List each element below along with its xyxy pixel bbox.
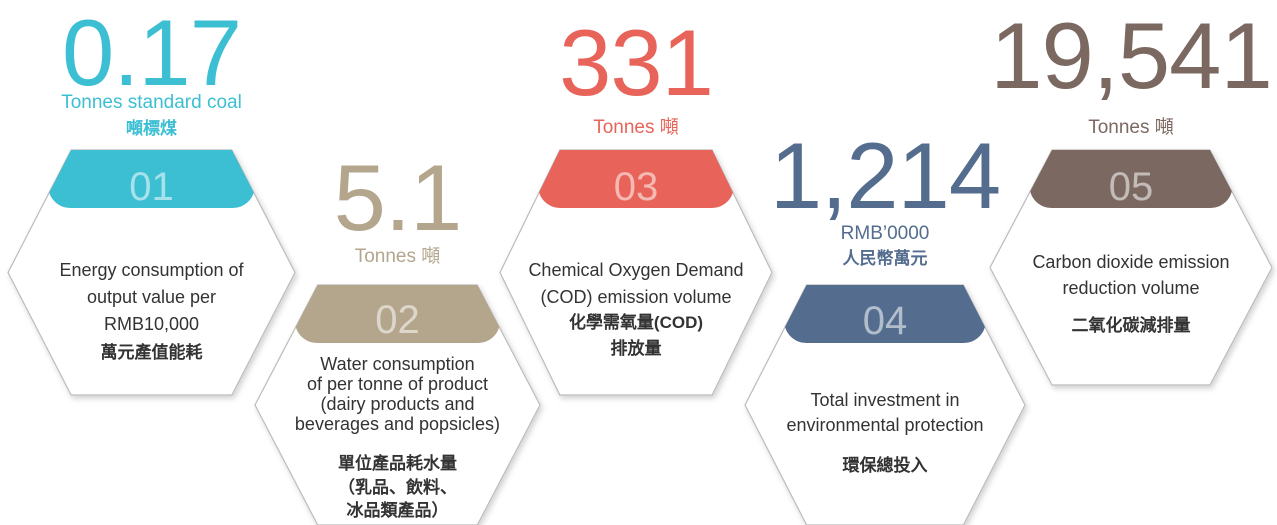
description: Total investment in: [810, 390, 959, 410]
value: 5.1: [334, 145, 462, 250]
index: 04: [863, 299, 908, 343]
description-zh: 環保總投入: [843, 455, 928, 475]
index: 02: [375, 298, 420, 342]
value: 0.17: [62, 0, 241, 105]
description-zh: 二氧化碳減排量: [1072, 315, 1191, 335]
tab: [48, 150, 255, 208]
description-zh: 萬元產值能耗: [101, 342, 203, 362]
index: 05: [1109, 165, 1154, 209]
value: 19,541: [990, 3, 1272, 108]
description-zh: 排放量: [611, 338, 662, 358]
unit: Tonnes 噸: [593, 116, 679, 138]
description: reduction volume: [1062, 278, 1199, 298]
unit: 人民幣萬元: [843, 248, 928, 268]
description-zh: 冰品類產品）: [347, 500, 449, 520]
index: 01: [129, 165, 174, 209]
description-zh: 化學需氧量(COD): [569, 312, 703, 332]
unit: Tonnes 噸: [1088, 116, 1174, 138]
tab: [538, 150, 734, 208]
description: (dairy products and: [320, 394, 474, 414]
unit: Tonnes standard coal: [61, 92, 242, 113]
description: Chemical Oxygen Demand: [528, 260, 743, 280]
description: beverages and popsicles): [295, 414, 500, 434]
description-zh: 單位產品耗水量: [338, 453, 457, 473]
unit: 噸標煤: [126, 118, 177, 138]
description-zh: （乳品、飲料、: [338, 477, 457, 497]
description: output value per: [87, 287, 216, 307]
value: 1,214: [770, 123, 1000, 228]
tab: [294, 285, 501, 343]
description: (COD) emission volume: [540, 287, 731, 307]
metric-card: 05 19,541 Tonnes 噸 Carbon dioxide emission r…: [989, 3, 1273, 386]
value: 331: [559, 10, 713, 115]
description: RMB10,000: [104, 314, 199, 334]
tab: [1029, 150, 1233, 208]
tab: [784, 285, 986, 343]
index: 03: [614, 165, 659, 209]
description: Carbon dioxide emission: [1032, 252, 1229, 272]
unit: Tonnes 噸: [355, 245, 441, 267]
unit: RMB’0000: [841, 223, 930, 244]
description: of per tonne of product: [307, 374, 488, 394]
description: Water consumption: [320, 354, 474, 374]
description: environmental protection: [786, 415, 983, 435]
description: Energy consumption of: [59, 260, 244, 280]
